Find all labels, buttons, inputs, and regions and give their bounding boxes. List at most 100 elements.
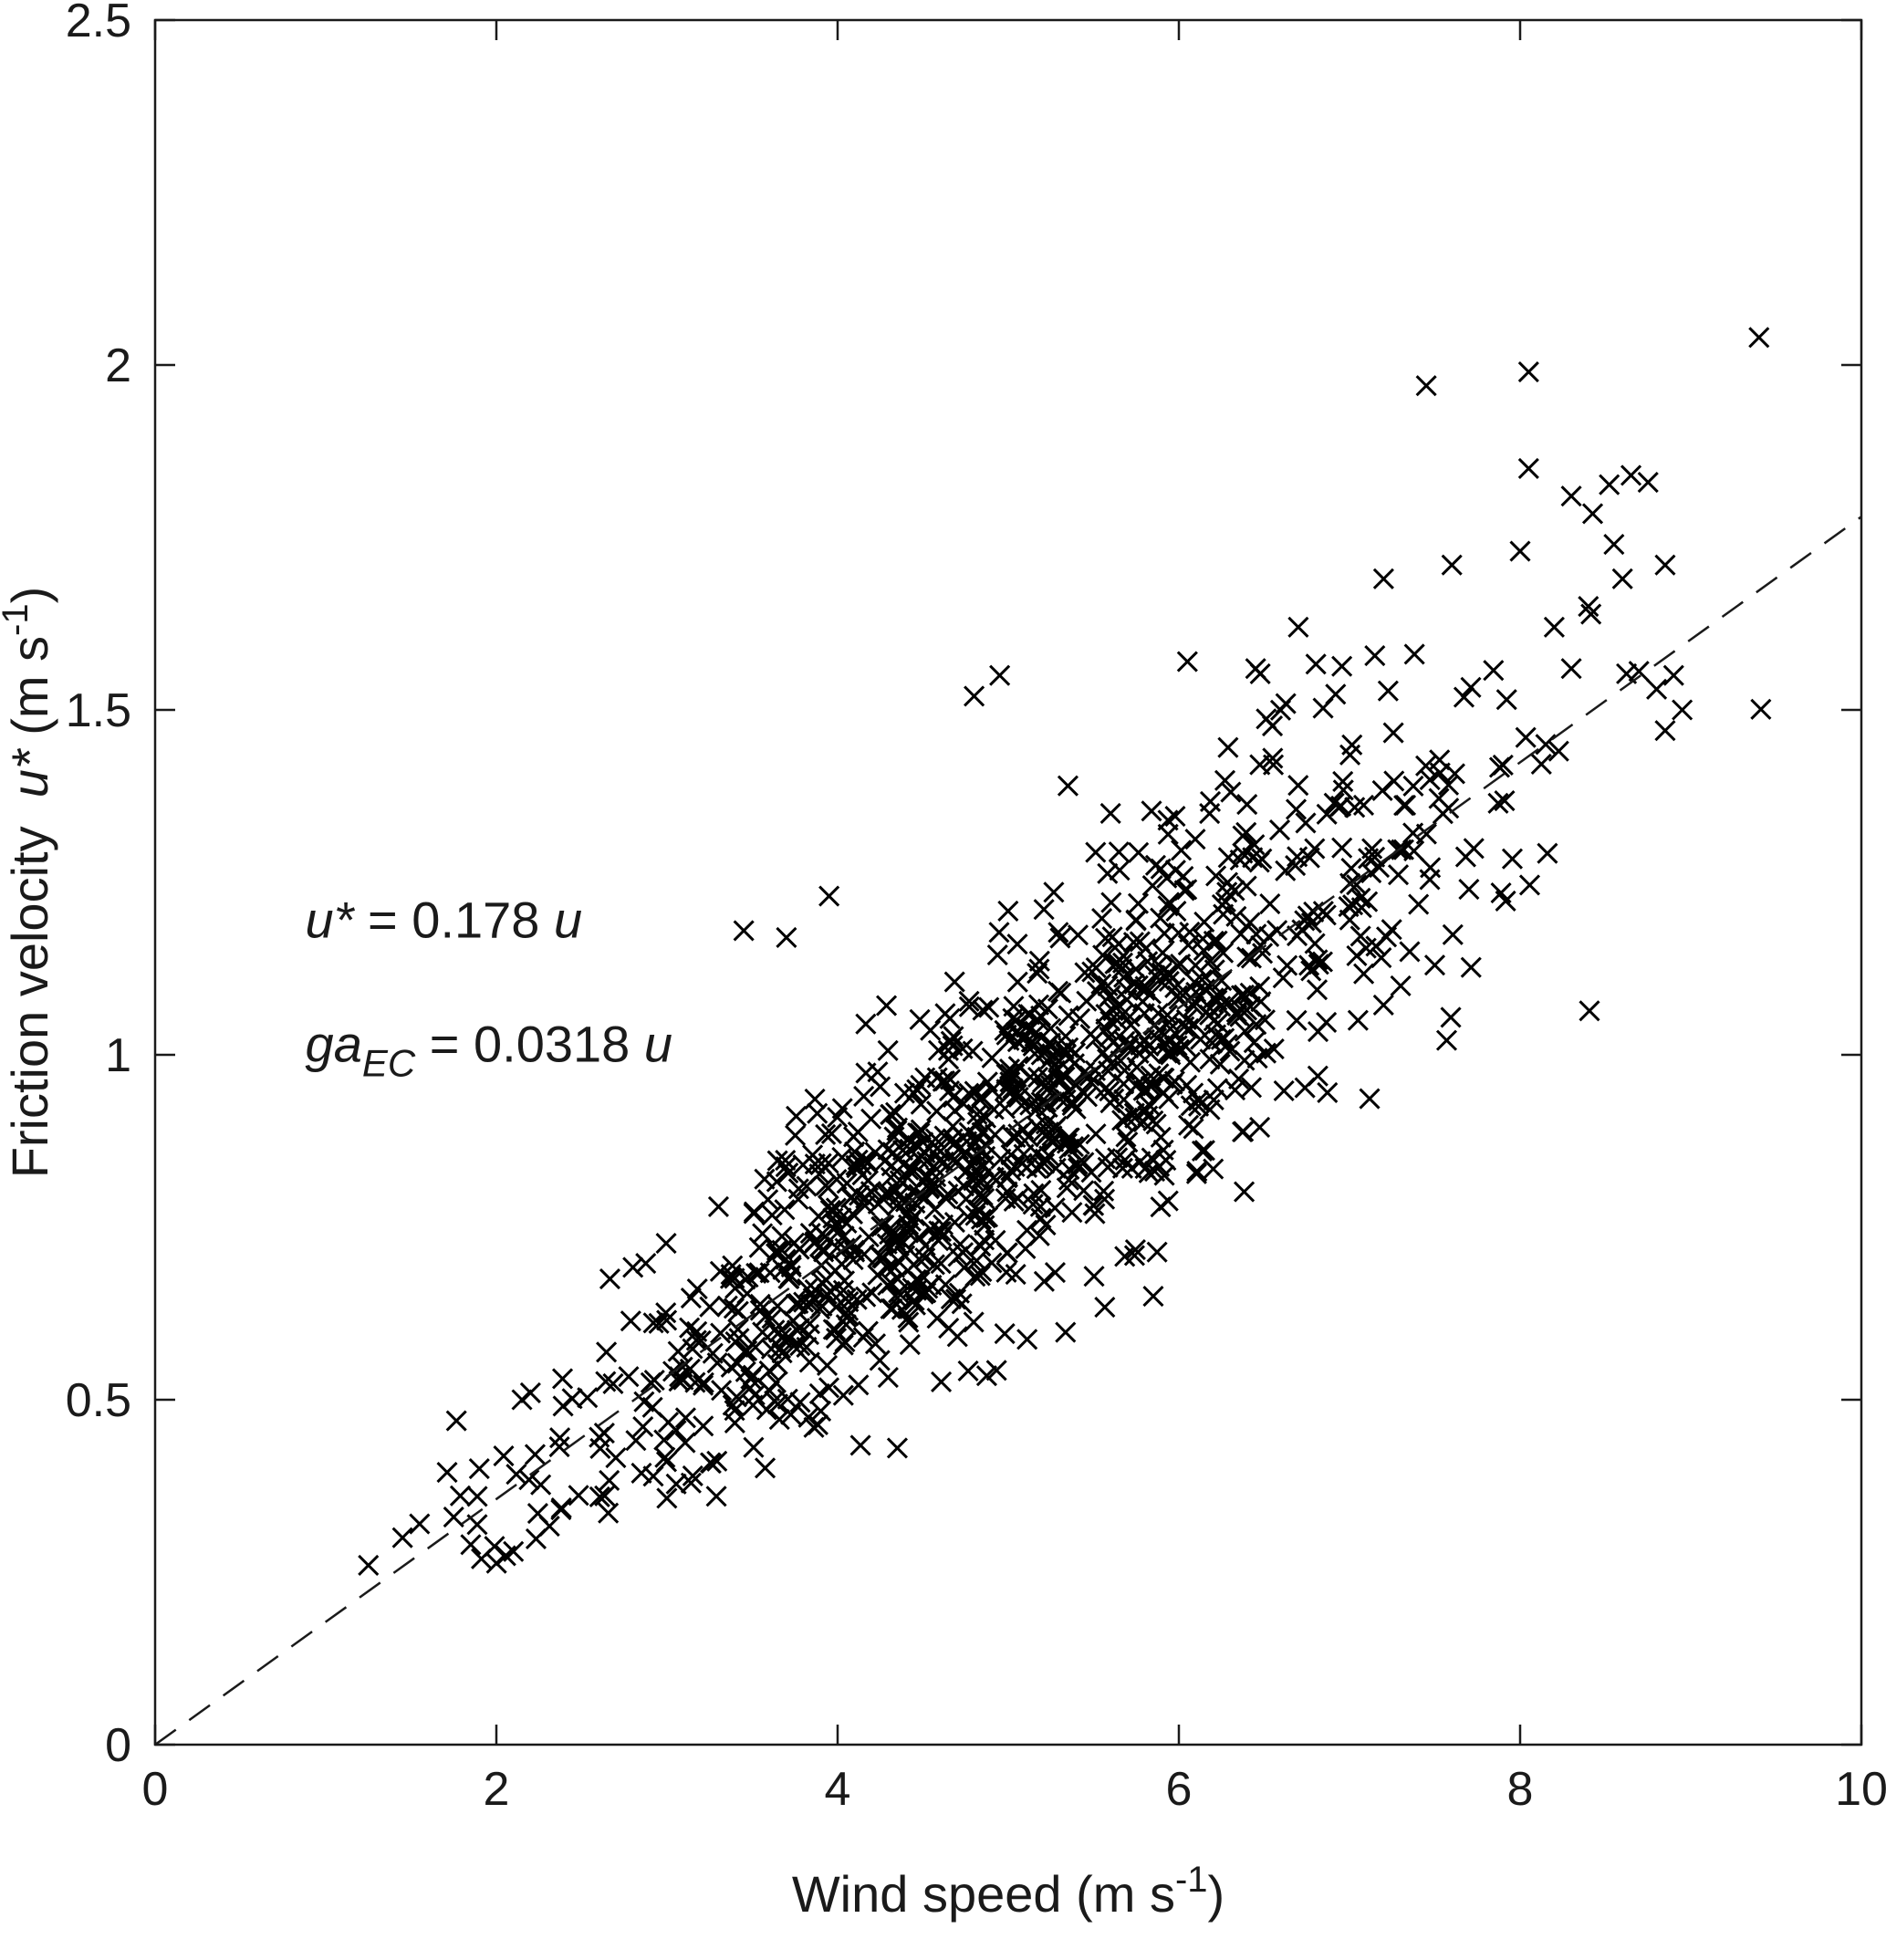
scatter-point	[1518, 874, 1541, 896]
scatter-point	[1047, 922, 1069, 944]
scatter-point	[1383, 770, 1405, 792]
scatter-point	[1377, 680, 1399, 702]
scatter-point	[460, 1534, 482, 1556]
scatter-point	[1023, 1183, 1045, 1204]
scatter-point	[1217, 736, 1239, 758]
scatter-point	[872, 1188, 894, 1210]
scatter-point	[1353, 963, 1375, 985]
scatter-point	[1085, 841, 1107, 863]
scatter-point	[1116, 1107, 1139, 1129]
scatter-point	[1029, 1155, 1052, 1177]
y-tick-label: 2	[105, 339, 131, 392]
scatter-point	[1111, 1110, 1133, 1131]
scatter-point	[1316, 803, 1338, 825]
scatter-point	[1458, 878, 1480, 901]
scatter-point	[930, 1220, 953, 1243]
scatter-point	[1423, 954, 1446, 976]
scatter-point	[643, 1369, 665, 1392]
scatter-point	[1214, 769, 1236, 791]
scatter-point	[832, 1384, 854, 1406]
scatter-point	[1180, 1095, 1202, 1117]
scatter-point	[1225, 1001, 1247, 1023]
scatter-point	[620, 1310, 641, 1332]
scatter-point	[725, 1386, 747, 1408]
scatter-point	[1342, 894, 1364, 916]
scatter-point	[625, 1430, 647, 1452]
scatter-point	[1285, 798, 1308, 820]
scatter-point	[1234, 1181, 1256, 1203]
scatter-point	[1390, 975, 1412, 996]
scatter-point	[846, 1288, 868, 1310]
scatter-point	[1530, 753, 1552, 776]
scatter-point	[642, 1312, 664, 1334]
scatter-point	[1109, 860, 1131, 881]
scatter-point	[776, 926, 797, 949]
scatter-point	[867, 1061, 889, 1083]
scatter-point	[761, 1204, 783, 1226]
scatter-point	[994, 1322, 1016, 1345]
scatter-point	[745, 1262, 767, 1285]
scatter-point	[986, 944, 1008, 966]
scatter-point	[1235, 875, 1257, 897]
scatter-point	[633, 1391, 655, 1413]
scatter-point	[1037, 998, 1058, 1020]
annotation-ustar-equation: u* = 0.178 u	[306, 891, 583, 948]
scatter-point	[1153, 1164, 1175, 1186]
scatter-point	[768, 1321, 790, 1343]
scatter-point	[1126, 1056, 1148, 1079]
scatter-point	[886, 1437, 909, 1459]
scatter-point	[1015, 1237, 1037, 1260]
scatter-point	[1580, 603, 1602, 625]
scatter-point	[787, 1188, 809, 1210]
scatter-point	[391, 1527, 413, 1548]
scatter-point	[943, 1132, 965, 1154]
scatter-point	[1230, 985, 1252, 1006]
scatter-point	[1219, 1040, 1241, 1062]
scatter-point	[818, 885, 840, 907]
scatter-point	[733, 920, 755, 942]
scatter-point	[1033, 899, 1055, 921]
scatter-point	[682, 1465, 703, 1487]
scatter-point	[1262, 754, 1285, 776]
scatter-point	[1415, 755, 1437, 777]
scatter-point	[1213, 942, 1235, 964]
scatter-point	[764, 1390, 786, 1412]
scatter-point	[976, 1206, 999, 1228]
scatter-point	[1438, 798, 1460, 819]
scatter-point	[1140, 983, 1162, 1005]
scatter-point	[674, 1407, 696, 1429]
scatter-point	[1093, 1180, 1115, 1202]
scatter-point	[1006, 933, 1028, 955]
scatter-point	[1517, 360, 1539, 383]
scatter-point	[831, 1146, 853, 1168]
scatter-points	[358, 327, 1772, 1577]
scatter-point	[1171, 839, 1193, 861]
scatter-point	[684, 1371, 706, 1393]
scatter-point	[988, 922, 1010, 944]
scatter-point	[589, 1486, 610, 1507]
scatter-point	[632, 1415, 654, 1438]
scatter-point	[1184, 829, 1206, 850]
scatter-point	[1030, 1091, 1052, 1113]
scatter-point	[1245, 923, 1267, 945]
scatter-point	[935, 1188, 957, 1210]
scatter-point	[1099, 802, 1121, 824]
scatter-point	[853, 1085, 875, 1108]
scatter-point	[561, 1388, 583, 1410]
scatter-point	[788, 1238, 810, 1260]
scatter-point	[1058, 1005, 1079, 1027]
scatter-point	[550, 1498, 572, 1521]
scatter-point	[1173, 1016, 1195, 1037]
scatter-point	[1437, 774, 1460, 796]
scatter-point	[898, 1214, 920, 1235]
y-tick-label: 0.5	[66, 1374, 131, 1427]
scatter-point	[1579, 1000, 1600, 1022]
scatter-point	[468, 1458, 490, 1480]
scatter-point	[679, 1317, 701, 1339]
scatter-point	[1086, 980, 1109, 1003]
scatter-point	[875, 995, 898, 1016]
scatter-point	[1141, 800, 1162, 822]
scatter-point	[1287, 775, 1309, 797]
scatter-point	[686, 1277, 708, 1300]
scatter-point	[706, 1450, 728, 1472]
